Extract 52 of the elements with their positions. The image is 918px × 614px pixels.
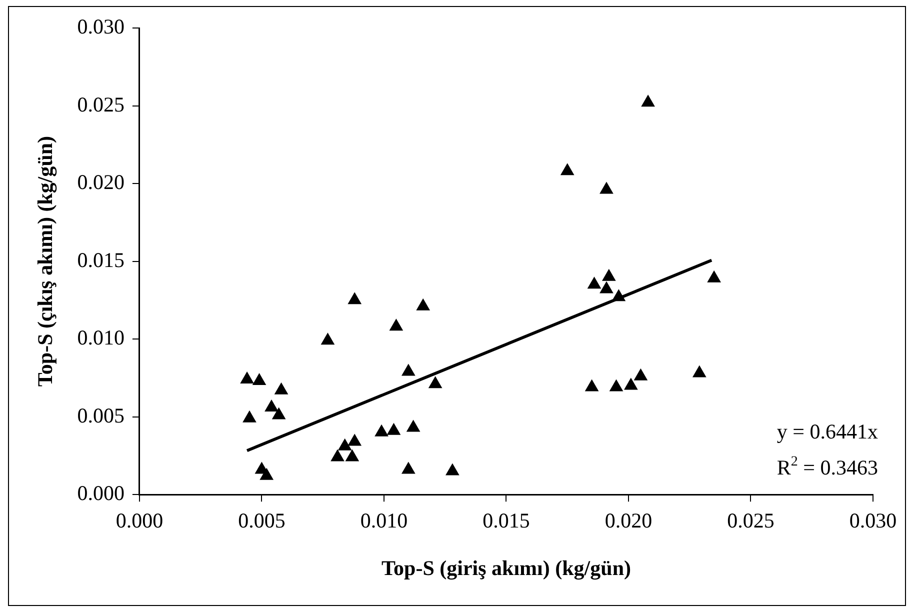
point: [402, 462, 415, 474]
point: [272, 408, 286, 420]
y-tick-label: 0.010: [77, 326, 124, 350]
point: [348, 434, 362, 446]
x-tick-label: 0.025: [727, 508, 774, 533]
point: [692, 366, 706, 378]
x-tick-label: 0.030: [849, 508, 897, 533]
x-tick-label: 0.015: [482, 508, 530, 533]
point: [406, 420, 420, 432]
point: [428, 376, 442, 388]
point: [641, 95, 655, 107]
point: [708, 270, 721, 282]
x-tick-label: 0.000: [116, 508, 164, 533]
x-tick-label: 0.020: [604, 508, 652, 533]
point: [264, 400, 278, 412]
y-tick-label: 0.000: [77, 481, 124, 506]
point: [416, 298, 430, 310]
y-tick-label: 0.025: [77, 92, 124, 116]
y-tick-label: 0.030: [77, 14, 124, 39]
point: [330, 450, 344, 462]
point: [634, 368, 648, 380]
annotation: y = 0.6441x: [776, 420, 878, 444]
x-tick-label: 0.010: [360, 508, 408, 533]
point: [612, 290, 626, 302]
point: [600, 182, 614, 194]
point: [348, 292, 362, 304]
point: [585, 380, 598, 392]
point: [600, 282, 614, 294]
point: [374, 424, 388, 436]
point: [252, 374, 266, 386]
x-axis-title: Top-S (giriş akımı) (kg/gün): [381, 556, 631, 580]
point: [242, 410, 256, 422]
point: [274, 382, 288, 394]
point: [390, 319, 403, 331]
point: [588, 277, 601, 289]
y-tick-label: 0.020: [77, 170, 124, 194]
point: [346, 450, 359, 462]
point: [402, 364, 415, 376]
x-tick-label: 0.005: [238, 508, 286, 533]
point: [560, 164, 574, 176]
y-tick-label: 0.015: [77, 248, 124, 272]
point: [602, 269, 616, 281]
point: [387, 423, 400, 435]
point: [446, 464, 459, 476]
point: [321, 333, 334, 345]
point: [338, 438, 352, 450]
point: [610, 380, 623, 392]
y-tick-label: 0.005: [77, 403, 124, 428]
point: [260, 468, 274, 480]
point: [240, 372, 254, 384]
y-axis-title: Top-S (çıkış akımı) (kg/gün): [33, 136, 58, 387]
point: [624, 378, 638, 390]
